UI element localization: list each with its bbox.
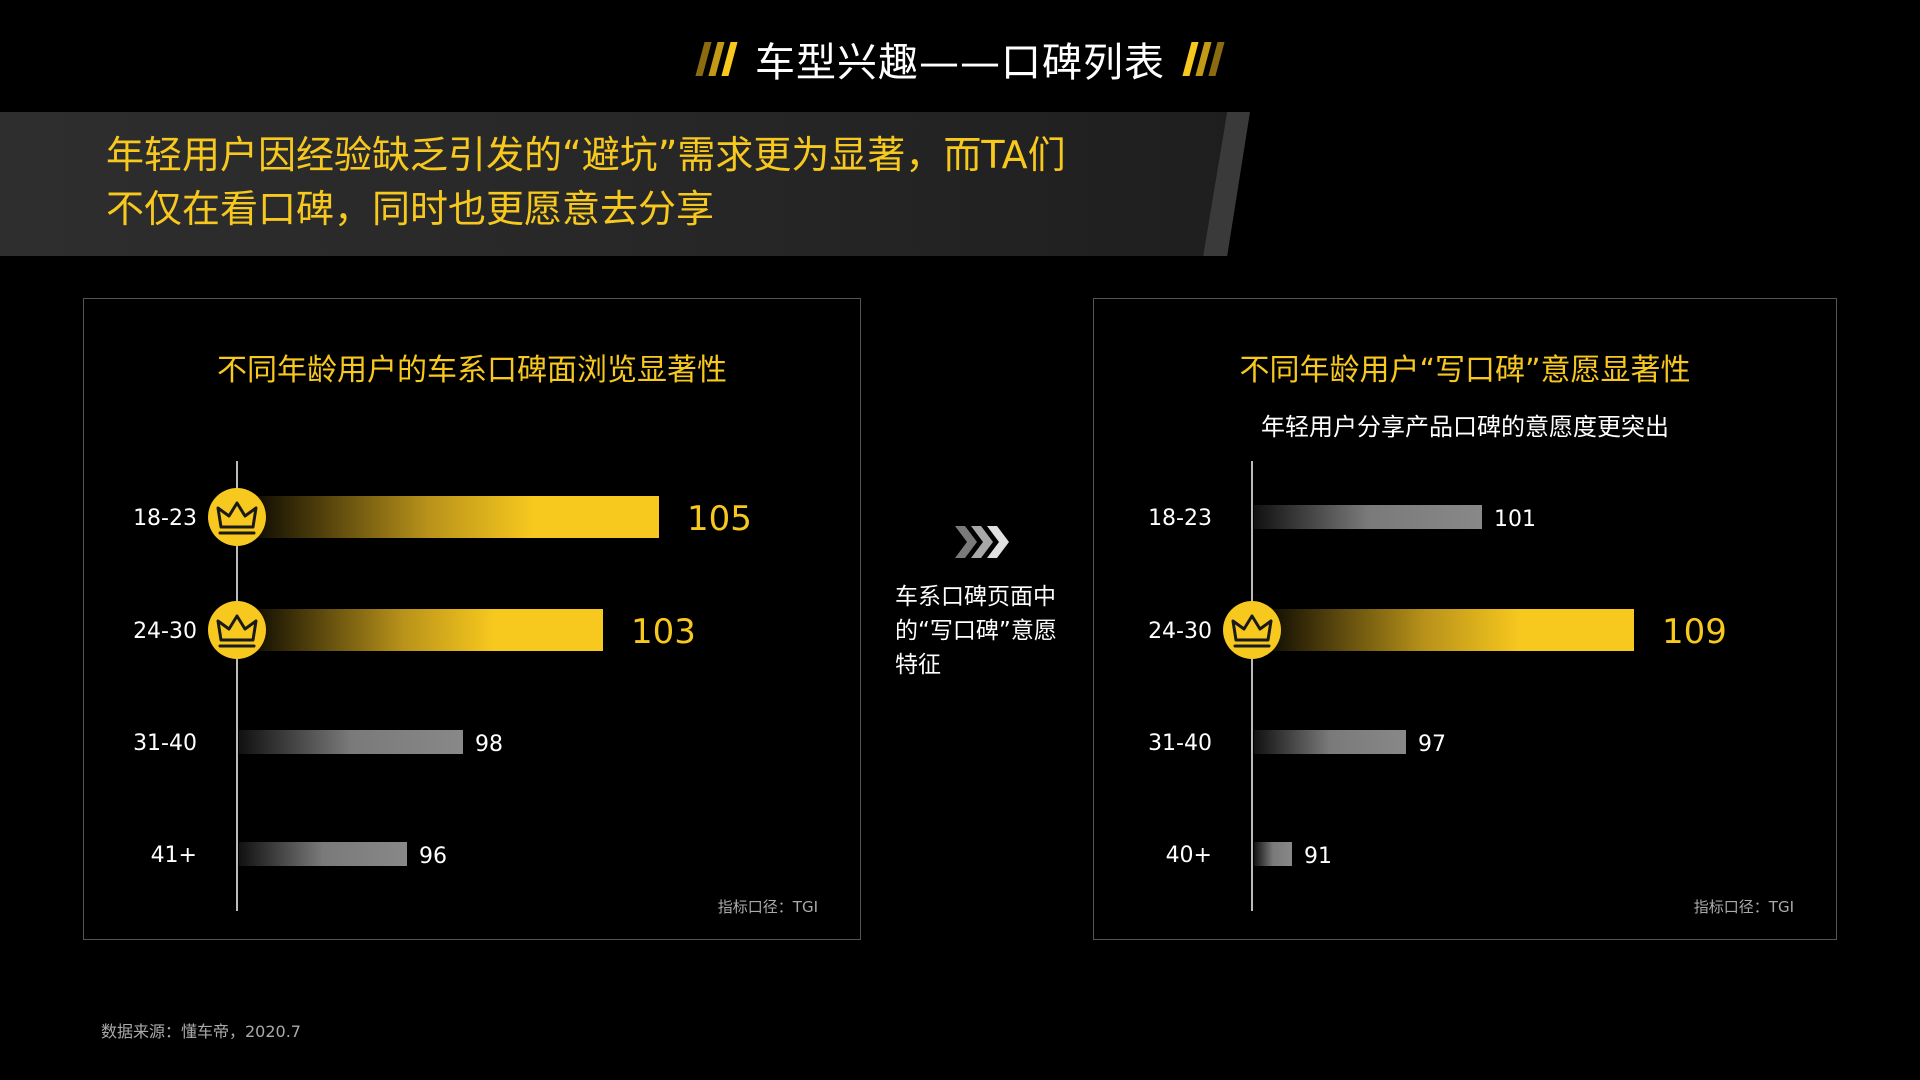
- metric-note-browse: 指标口径：TGI: [717, 898, 818, 916]
- data-source: 数据来源：懂车帝，2020.7: [101, 1022, 301, 1041]
- crown-icon: [208, 601, 266, 659]
- headline-text: 年轻用户因经验缺乏引发的“避坑”需求更为显著，而TA们 不仅在看口碑，同时也更愿…: [106, 128, 1206, 236]
- bar-31-40: [1254, 730, 1406, 754]
- category-label: 24-30: [133, 619, 197, 644]
- bar-31-40: [239, 730, 463, 754]
- category-label: 40+: [1166, 843, 1212, 868]
- stripes-decoration-right: [1182, 41, 1225, 77]
- stripes-decoration-left: [695, 41, 738, 77]
- page-header: 车型兴趣——口碑列表: [0, 30, 1920, 88]
- bar-24-30: [1254, 609, 1634, 651]
- value-label: 96: [419, 844, 447, 869]
- value-label: 103: [631, 612, 696, 652]
- page-title: 车型兴趣——口碑列表: [755, 40, 1165, 86]
- bar-18-23: [1254, 505, 1482, 529]
- crown-icon: [1223, 601, 1281, 659]
- value-label: 91: [1304, 844, 1332, 869]
- metric-note-write: 指标口径：TGI: [1693, 898, 1794, 916]
- headline-banner: [0, 112, 1250, 256]
- category-label: 31-40: [133, 731, 197, 756]
- value-label: 109: [1662, 612, 1727, 652]
- category-label: 18-23: [1148, 506, 1212, 531]
- middle-caption: 车系口碑页面中的“写口碑”意愿特征: [895, 584, 1057, 678]
- category-label: 18-23: [133, 506, 197, 531]
- value-label: 105: [687, 499, 752, 539]
- value-label: 97: [1418, 732, 1446, 757]
- chart-title-browse: 不同年龄用户的车系口碑面浏览显著性: [217, 353, 727, 388]
- bar-24-30: [239, 609, 603, 651]
- bar-40+: [1254, 842, 1292, 866]
- headline-line-2: 不仅在看口碑，同时也更愿意去分享: [106, 187, 715, 231]
- category-label: 24-30: [1148, 619, 1212, 644]
- category-label: 41+: [151, 843, 197, 868]
- category-label: 31-40: [1148, 731, 1212, 756]
- chart-panel-browse: 不同年龄用户的车系口碑面浏览显著性 18-23 105 24-30 103 31-40 9…: [83, 298, 861, 940]
- chart-subtitle-write: 年轻用户分享产品口碑的意愿度更突出: [1261, 413, 1669, 441]
- value-label: 98: [475, 732, 503, 757]
- crown-icon: [208, 488, 266, 546]
- headline-line-1: 年轻用户因经验缺乏引发的“避坑”需求更为显著，而TA们: [106, 133, 1066, 177]
- chart-panel-write: 不同年龄用户“写口碑”意愿显著性 年轻用户分享产品口碑的意愿度更突出 18-23…: [1093, 298, 1837, 940]
- bar-18-23: [239, 496, 659, 538]
- bar-chart-write: 18-23 101 24-30 109 31-40 97 40+ 91: [1148, 461, 1727, 911]
- value-label: 101: [1494, 507, 1536, 532]
- triple-chevron-right-icon: [955, 522, 1015, 566]
- bar-chart-browse: 18-23 105 24-30 103 31-40 98 41+ 96: [133, 461, 752, 911]
- bar-41+: [239, 842, 407, 866]
- chart-title-write: 不同年龄用户“写口碑”意愿显著性: [1239, 353, 1691, 388]
